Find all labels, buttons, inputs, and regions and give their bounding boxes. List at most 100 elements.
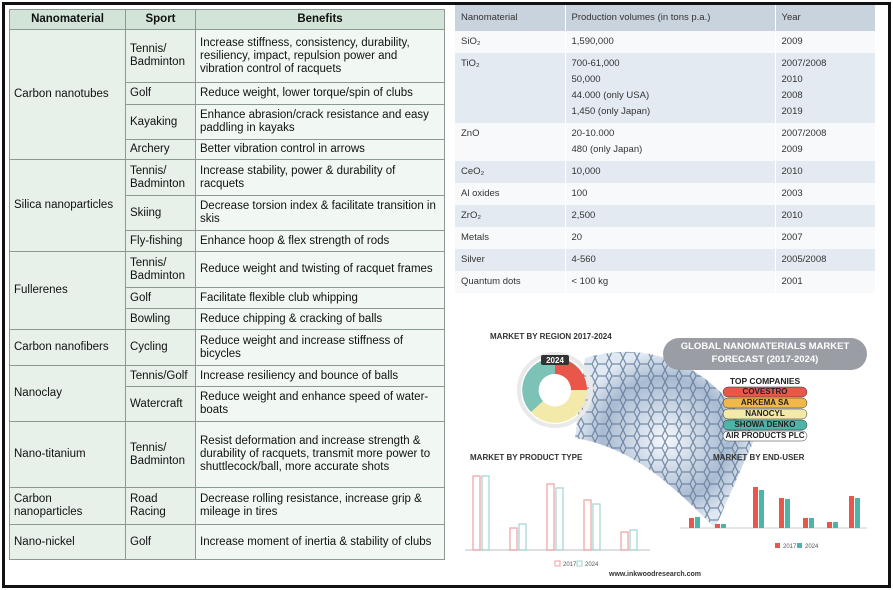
material-cell: Quantum dots (455, 271, 566, 293)
sports-table: Nanomaterial Sport Benefits Carbon nanot… (9, 9, 445, 560)
years-cell: 2007/2008 2009 (775, 123, 876, 161)
volumes-cell: 1,590,000 (565, 31, 776, 53)
material-cell: Nano-titanium (9, 421, 126, 488)
production-table: Nanomaterial Production volumes (in tons… (455, 5, 876, 293)
years-cell: 2001 (775, 271, 876, 293)
product-title: MARKET BY PRODUCT TYPE (470, 453, 583, 462)
volume: 10,000 (571, 166, 601, 177)
benefit-cell: Enhance hoop & flex strength of rods (195, 230, 445, 252)
sport-cell: Tennis/ Badminton (125, 251, 196, 288)
nanotube-illustration (575, 351, 755, 528)
header-cell: Benefits (195, 9, 445, 30)
years-cell: 2009 (775, 31, 876, 53)
volumes-cell: 100 (565, 183, 776, 205)
material-cell: Carbon nanoparticles (9, 487, 126, 525)
volume: 1,450 (only Japan) (571, 106, 651, 117)
year: 2001 (781, 276, 803, 287)
material-cell: Silica nanoparticles (9, 159, 126, 252)
sport-cell: Golf (125, 524, 196, 560)
table-row: Golf Reduce weight, lower torque/spin of … (10, 82, 445, 105)
sport-cell: Tennis/ Badminton (125, 421, 196, 488)
years-cell: 2005/2008 (775, 249, 876, 271)
header-cell: Production volumes (in tons p.a.) (565, 5, 776, 31)
company-badge (722, 386, 808, 398)
year: 2007/2008 (781, 58, 827, 69)
legend-swatch (554, 560, 561, 567)
material-cell: Carbon nanotubes (9, 29, 126, 160)
enduser-chart (680, 487, 867, 529)
years-cell: 2010 (775, 161, 876, 183)
material-cell: TiO₂ (455, 53, 566, 123)
benefit-cell: Reduce weight and enhance speed of water… (195, 386, 445, 422)
header-cell: Nanomaterial (9, 9, 126, 30)
table-row: Nano-titanium Tennis/ Badminton Resist def… (9, 421, 445, 488)
company-name: ARKEMA SA (741, 398, 789, 407)
company-name: NANOCYL (745, 409, 785, 418)
table-row: ZnO 20-10.000 480 (only Japan) 2007/2008 200… (455, 123, 876, 161)
benefit-cell: Decrease torsion index & facilitate tran… (195, 195, 445, 231)
table-row: TiO₂ 700-61,000 50,000 44.000 (only USA) 1,4… (455, 53, 876, 123)
volumes-cell: 4-560 (565, 249, 776, 271)
material-cell: Al oxides (455, 183, 566, 205)
year: 2009 (781, 36, 803, 47)
table-row: CeO₂ 10,000 2010 (455, 161, 876, 183)
sport-cell: Skiing (125, 195, 196, 231)
volume: 700-61,000 (571, 58, 620, 69)
company-badge (722, 430, 808, 442)
table-row: Carbon nanoparticles Road Racing Decrease … (9, 487, 445, 525)
infographic: 2024 MARKET BY REGION 2017-2024 GLOBAL N… (465, 332, 867, 578)
sport-cell: Archery (125, 139, 196, 160)
enduser-title: MARKET BY END-USER (713, 453, 805, 462)
volume: 4-560 (571, 254, 596, 265)
benefit-cell: Resist deformation and increase strength… (195, 421, 445, 488)
table-row: Fly-fishing Enhance hoop & flex strength … (10, 230, 445, 252)
years-cell: 2007/2008 2010 2008 2019 (775, 53, 876, 123)
company-name: AIR PRODUCTS PLC (725, 431, 804, 440)
table-row: Kayaking Enhance abrasion/crack resistanc… (10, 104, 445, 140)
banner-text: GLOBAL NANOMATERIALS MARKET FORECAST (20… (680, 341, 850, 365)
volume: 50,000 (571, 74, 601, 85)
sport-cell: Watercraft (125, 386, 196, 422)
company-badge (722, 419, 808, 431)
table-row: Quantum dots < 100 kg 2001 (455, 271, 876, 293)
years-cell: 2007 (775, 227, 876, 249)
material-cell: CeO₂ (455, 161, 566, 183)
legend-swatch (775, 543, 780, 548)
benefit-cell: Reduce weight and increase stiffness of … (195, 329, 445, 366)
sport-cell: Golf (125, 287, 196, 309)
table-row: Carbon nanotubes Tennis/ Badminton Increas… (9, 29, 445, 160)
years-cell: 2010 (775, 205, 876, 227)
material-cell: Nano-nickel (9, 524, 126, 560)
volumes-cell: < 100 kg (565, 271, 776, 293)
companies-title: TOP COMPANIES (730, 376, 801, 386)
benefit-cell: Enhance abrasion/crack resistance and ea… (195, 104, 445, 140)
benefit-cell: Reduce chipping & cracking of balls (195, 308, 445, 330)
company-badge (722, 408, 808, 420)
volumes-cell: 20 (565, 227, 776, 249)
volume: 44.000 (only USA) (571, 90, 650, 101)
volume: < 100 kg (571, 276, 609, 287)
benefit-cell: Increase resiliency and bounce of balls (195, 365, 445, 387)
table-row: Silver 4-560 2005/2008 (455, 249, 876, 271)
year: 2007/2008 (781, 128, 827, 139)
material-cell: Nanoclay (9, 365, 126, 422)
legend-label: 2017 (563, 562, 577, 568)
company-badge (722, 397, 808, 409)
benefit-cell: Increase moment of inertia & stability o… (195, 524, 445, 560)
header-cell: Year (775, 5, 876, 31)
sport-cell: Cycling (125, 329, 196, 366)
benefit-cell: Facilitate flexible club whipping (195, 287, 445, 309)
product-chart (465, 475, 650, 551)
sport-cell: Tennis/ Badminton (125, 159, 196, 196)
company-name: COVESTRO (743, 387, 788, 396)
material-cell: Metals (455, 227, 566, 249)
material-cell: Fullerenes (9, 251, 126, 330)
year: 2007 (781, 232, 803, 243)
volume: 1,590,000 (571, 36, 614, 47)
table-row: Watercraft Reduce weight and enhance spee… (10, 386, 445, 422)
year: 2010 (781, 210, 803, 221)
year: 2010 (781, 166, 803, 177)
region-title: MARKET BY REGION 2017-2024 (490, 332, 612, 341)
sport-cell: Kayaking (125, 104, 196, 140)
